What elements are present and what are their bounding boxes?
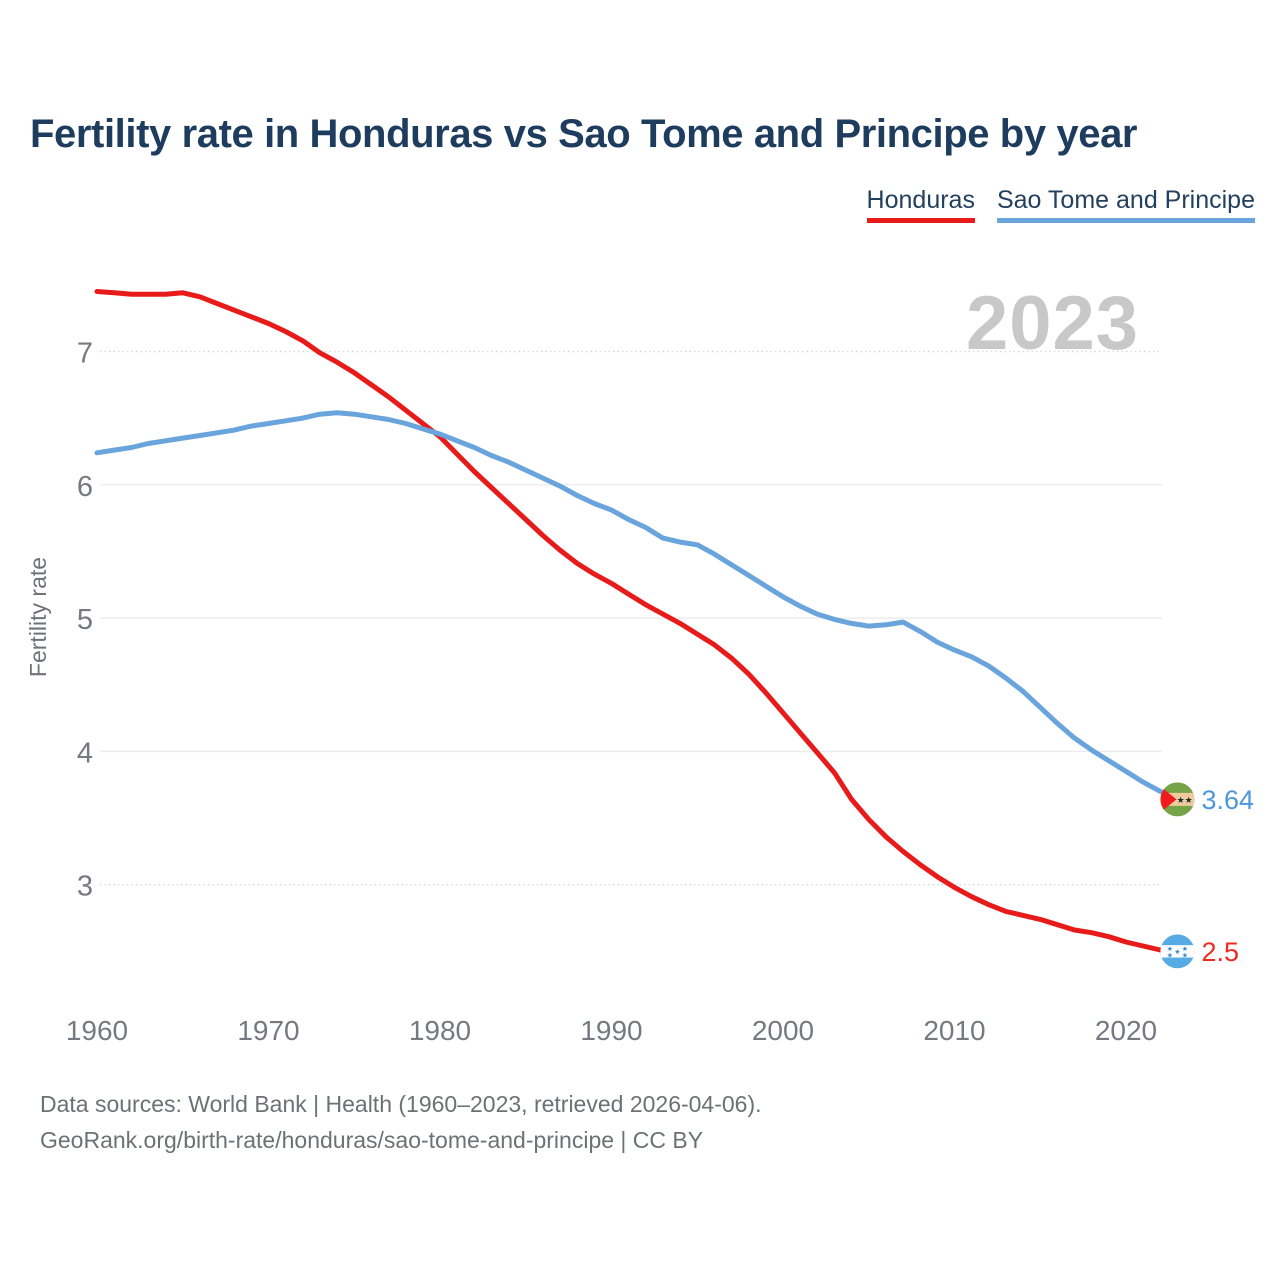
svg-text:★: ★ [1182, 951, 1188, 959]
page-title: Fertility rate in Honduras vs Sao Tome a… [30, 112, 1138, 156]
legend-label-sao-tome: Sao Tome and Principe [996, 186, 1255, 214]
y-axis-title: Fertility rate [25, 557, 51, 677]
legend: Honduras Sao Tome and Principe [866, 186, 1255, 223]
x-tick-label-1970: 1970 [237, 1015, 299, 1046]
y-tick-label-5: 5 [77, 604, 93, 636]
svg-text:★: ★ [1177, 796, 1185, 806]
sao-tome-end-value-label: 3.64 [1201, 785, 1254, 815]
y-tick-label-3: 3 [77, 871, 93, 903]
legend-item-honduras[interactable]: Honduras [866, 186, 975, 223]
legend-label-honduras: Honduras [866, 186, 975, 214]
y-tick-label-6: 6 [77, 471, 93, 503]
x-tick-label-2020: 2020 [1095, 1015, 1157, 1046]
x-tick-label-1960: 1960 [66, 1015, 128, 1046]
svg-text:★: ★ [1167, 951, 1173, 959]
legend-underline-honduras [866, 218, 975, 223]
legend-item-sao-tome[interactable]: Sao Tome and Principe [996, 186, 1255, 223]
svg-text:★: ★ [1167, 945, 1173, 953]
x-tick-label-1980: 1980 [409, 1015, 471, 1046]
honduras-flag-icon: ★ ★ ★ ★ ★ [1160, 934, 1195, 969]
line-sao-tome-and-principe [94, 410, 1180, 802]
legend-underline-sao-tome [996, 218, 1255, 223]
y-tick-label-7: 7 [77, 338, 93, 370]
x-tick-label-2010: 2010 [923, 1015, 985, 1046]
x-axis-tick-labels: 1960 1970 1980 1990 2000 2010 2020 [66, 1015, 1157, 1046]
sao-tome-and-principe-flag-icon: ★ ★ [1160, 782, 1195, 817]
y-tick-label-4: 4 [77, 737, 93, 769]
svg-text:★: ★ [1182, 945, 1188, 953]
svg-text:★: ★ [1174, 948, 1180, 956]
x-tick-label-2000: 2000 [752, 1015, 814, 1046]
line-honduras [94, 289, 1180, 954]
series-lines [94, 289, 1180, 954]
gridlines [100, 350, 1162, 886]
attribution-link: GeoRank.org/birth-rate/honduras/sao-tome… [40, 1127, 704, 1153]
svg-text:★: ★ [1185, 796, 1193, 806]
honduras-end-value-label: 2.5 [1201, 937, 1239, 967]
x-tick-label-1990: 1990 [580, 1015, 642, 1046]
y-axis-tick-labels: 3 4 5 6 7 [77, 338, 93, 903]
data-sources-note: Data sources: World Bank | Health (1960–… [40, 1091, 762, 1117]
